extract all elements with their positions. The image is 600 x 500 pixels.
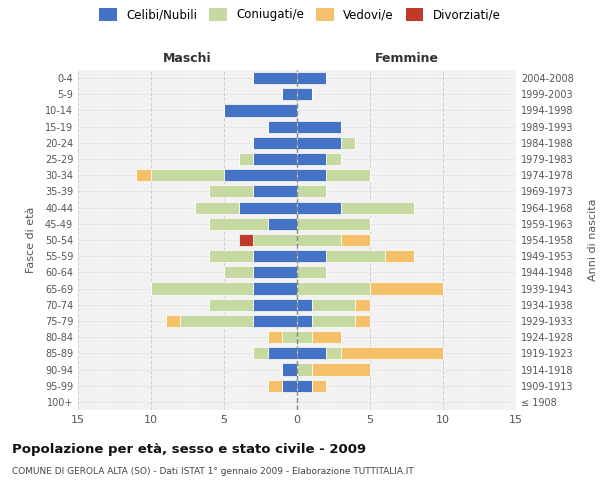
Bar — [253, 186, 297, 198]
Bar — [326, 348, 341, 360]
Bar — [341, 348, 443, 360]
Y-axis label: Anni di nascita: Anni di nascita — [587, 198, 598, 281]
Bar — [311, 315, 355, 327]
Bar — [341, 234, 370, 246]
Bar — [370, 282, 443, 294]
Bar — [151, 282, 253, 294]
Legend: Celibi/Nubili, Coniugati/e, Vedovi/e, Divorziati/e: Celibi/Nubili, Coniugati/e, Vedovi/e, Di… — [99, 8, 501, 22]
Bar — [297, 169, 326, 181]
Bar — [283, 88, 297, 101]
Bar — [151, 169, 224, 181]
Bar — [297, 153, 326, 165]
Bar — [224, 169, 297, 181]
Bar — [297, 331, 311, 343]
Bar — [253, 72, 297, 84]
Bar — [297, 380, 311, 392]
Bar — [253, 282, 297, 294]
Bar — [253, 298, 297, 311]
Bar — [311, 331, 341, 343]
Bar — [326, 153, 341, 165]
Bar — [297, 348, 326, 360]
Bar — [268, 120, 297, 132]
Bar — [283, 380, 297, 392]
Bar — [166, 315, 180, 327]
Bar — [253, 234, 297, 246]
Bar — [297, 298, 311, 311]
Bar — [355, 298, 370, 311]
Bar — [239, 234, 253, 246]
Text: Popolazione per età, sesso e stato civile - 2009: Popolazione per età, sesso e stato civil… — [12, 442, 366, 456]
Text: COMUNE DI GEROLA ALTA (SO) - Dati ISTAT 1° gennaio 2009 - Elaborazione TUTTITALI: COMUNE DI GEROLA ALTA (SO) - Dati ISTAT … — [12, 468, 414, 476]
Bar — [341, 137, 355, 149]
Bar — [253, 137, 297, 149]
Bar — [341, 202, 414, 213]
Bar — [136, 169, 151, 181]
Bar — [253, 250, 297, 262]
Bar — [253, 266, 297, 278]
Bar — [326, 250, 385, 262]
Bar — [297, 186, 326, 198]
Bar — [224, 104, 297, 117]
Text: Femmine: Femmine — [374, 52, 439, 65]
Bar — [268, 348, 297, 360]
Bar — [385, 250, 414, 262]
Bar — [268, 218, 297, 230]
Bar — [311, 380, 326, 392]
Bar — [297, 234, 341, 246]
Bar — [239, 202, 297, 213]
Bar — [209, 298, 253, 311]
Bar — [311, 298, 355, 311]
Bar — [239, 153, 253, 165]
Bar — [297, 120, 341, 132]
Bar — [297, 88, 311, 101]
Text: Maschi: Maschi — [163, 52, 212, 65]
Bar — [253, 348, 268, 360]
Bar — [209, 186, 253, 198]
Bar — [283, 331, 297, 343]
Bar — [180, 315, 253, 327]
Bar — [297, 282, 370, 294]
Bar — [195, 202, 239, 213]
Bar — [253, 315, 297, 327]
Bar — [283, 364, 297, 376]
Bar — [355, 315, 370, 327]
Bar — [297, 315, 311, 327]
Bar — [209, 250, 253, 262]
Bar — [297, 202, 341, 213]
Bar — [326, 169, 370, 181]
Bar — [311, 364, 370, 376]
Bar — [209, 218, 268, 230]
Bar — [268, 380, 283, 392]
Bar — [297, 364, 311, 376]
Bar — [268, 331, 283, 343]
Bar — [297, 250, 326, 262]
Bar — [224, 266, 253, 278]
Y-axis label: Fasce di età: Fasce di età — [26, 207, 37, 273]
Bar — [297, 218, 370, 230]
Bar — [297, 72, 326, 84]
Bar — [253, 153, 297, 165]
Bar — [297, 266, 326, 278]
Bar — [297, 137, 341, 149]
